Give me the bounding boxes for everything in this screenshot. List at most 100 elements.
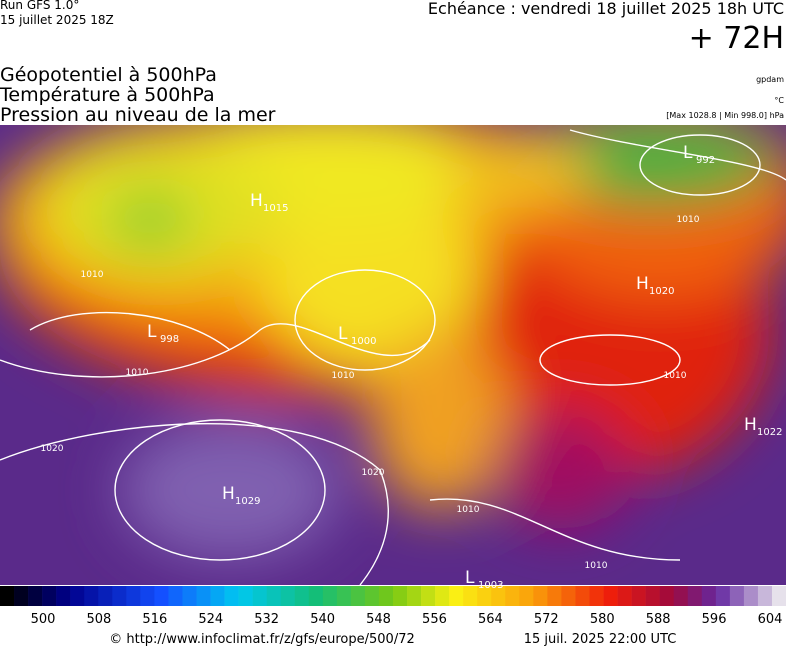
colorbar-swatch (659, 586, 675, 606)
colorbar-swatch (350, 586, 366, 606)
colorbar-swatch (210, 586, 225, 606)
pressure-symbol: H (636, 274, 649, 294)
colorbar-swatch (505, 586, 520, 606)
colorbar-swatch (729, 586, 745, 606)
pressure-center: H 1029 (222, 484, 260, 507)
pressure-center: L 992 (683, 143, 715, 166)
colorbar-swatch (238, 586, 253, 606)
unit: [Max 1028.8 | Min 998.0] hPa (666, 111, 784, 120)
lead-time: + 72H (689, 21, 784, 56)
colorbar-swatch (224, 586, 239, 606)
pressure-symbol: L (338, 324, 348, 344)
colorbar-swatch (364, 586, 380, 606)
colorbar-swatch (701, 586, 717, 606)
colorbar-swatch (449, 586, 464, 606)
colorbar-label: 604 (758, 612, 783, 627)
colorbar-label: 580 (590, 612, 615, 627)
pressure-center: L 1000 (338, 324, 376, 347)
title: Pression au niveau de la mer (0, 104, 276, 126)
colorbar-swatch (98, 586, 113, 606)
pressure-center: H 1015 (250, 191, 288, 214)
title: Température à 500hPa (0, 84, 215, 106)
colorbar-swatch (645, 586, 660, 606)
colorbar-swatch (28, 586, 43, 606)
issued: 15 juil. 2025 22:00 UTC (524, 632, 677, 647)
pressure-symbol: L (465, 568, 475, 588)
pressure-symbol: H (222, 484, 235, 504)
colorbar-swatch (393, 586, 408, 606)
colorbar-swatch (519, 586, 534, 606)
colorbar: 500 508 516 524 532 540 548 556 564 572 580 588 596 6… (0, 586, 786, 627)
colorbar-swatch (757, 586, 773, 606)
pressure-center: H 1020 (636, 274, 674, 297)
colorbar-swatch (603, 586, 618, 606)
source-url: © http://www.infoclimat.fr/z/gfs/europe/… (109, 632, 415, 647)
colorbar-swatch (673, 586, 689, 606)
colorbar-swatch (336, 586, 352, 606)
colorbar-swatch (491, 586, 506, 606)
isobar-label: 1010 (585, 561, 608, 571)
unit: gpdam (756, 75, 784, 84)
unit: °C (774, 96, 784, 105)
pressure-value: 992 (696, 155, 715, 166)
pressure-symbol: L (147, 322, 157, 342)
colorbar-label: 556 (422, 612, 447, 627)
pressure-value: 1015 (263, 203, 288, 214)
colorbar-swatch (715, 586, 731, 606)
pressure-value: 1000 (351, 336, 376, 347)
colorbar-label: 500 (31, 612, 56, 627)
run: Run GFS 1.0° (0, 0, 79, 12)
colorbar-label: 508 (87, 612, 112, 627)
colorbar-swatch (140, 586, 155, 606)
colorbar-swatch (322, 586, 338, 606)
pressure-value: 1029 (235, 496, 260, 507)
colorbar-label: 532 (254, 612, 279, 627)
colorbar-swatch (378, 586, 394, 606)
isobar-label: 1010 (81, 270, 104, 280)
colorbar-label: 524 (198, 612, 223, 627)
colorbar-swatch (477, 586, 492, 606)
colorbar-swatch (617, 586, 632, 606)
colorbar-swatch (168, 586, 183, 606)
colorbar-swatch (561, 586, 576, 606)
colorbar-label: 540 (310, 612, 335, 627)
colorbar-swatch (14, 586, 29, 606)
colorbar-swatch (252, 586, 267, 606)
colorbar-swatch (0, 586, 15, 606)
colorbar-label: 596 (702, 612, 727, 627)
colorbar-swatch (743, 586, 759, 606)
pressure-value: 1020 (649, 286, 674, 297)
colorbar-swatch (687, 586, 703, 606)
colorbar-swatch (631, 586, 646, 606)
pressure-value: 1003 (478, 580, 503, 591)
pressure-symbol: H (250, 191, 263, 211)
run-date: 15 juillet 2025 18Z (0, 13, 114, 27)
colorbar-swatch (407, 586, 422, 606)
colorbar-swatch (182, 586, 197, 606)
colorbar-swatch (547, 586, 562, 606)
pressure-center: H 1022 (744, 415, 782, 438)
colorbar-label: 564 (478, 612, 503, 627)
isobar-label: 1010 (664, 371, 687, 381)
colorbar-label: 572 (534, 612, 559, 627)
colorbar-swatch (266, 586, 282, 606)
pressure-value: 1022 (757, 427, 782, 438)
colorbar-swatch (84, 586, 99, 606)
pressure-symbol: H (744, 415, 757, 435)
pressure-center: L 998 (147, 322, 179, 345)
isobar-label: 1010 (677, 215, 700, 225)
map (0, 125, 786, 585)
isobar-label: 1010 (332, 371, 355, 381)
colorbar-swatch (533, 586, 548, 606)
pressure-symbol: L (683, 143, 693, 163)
title: Géopotentiel à 500hPa (0, 64, 217, 86)
colorbar-label: 548 (366, 612, 391, 627)
colorbar-swatch (463, 586, 478, 606)
isobar-label: 1010 (126, 368, 149, 378)
isobar-label: 1010 (457, 505, 480, 515)
valid-time: Echéance : vendredi 18 juillet 2025 18h … (428, 0, 784, 18)
pressure-center: L 1003 (465, 568, 503, 591)
colorbar-swatch (70, 586, 85, 606)
isobar-label: 1020 (362, 468, 385, 478)
colorbar-swatch (575, 586, 590, 606)
